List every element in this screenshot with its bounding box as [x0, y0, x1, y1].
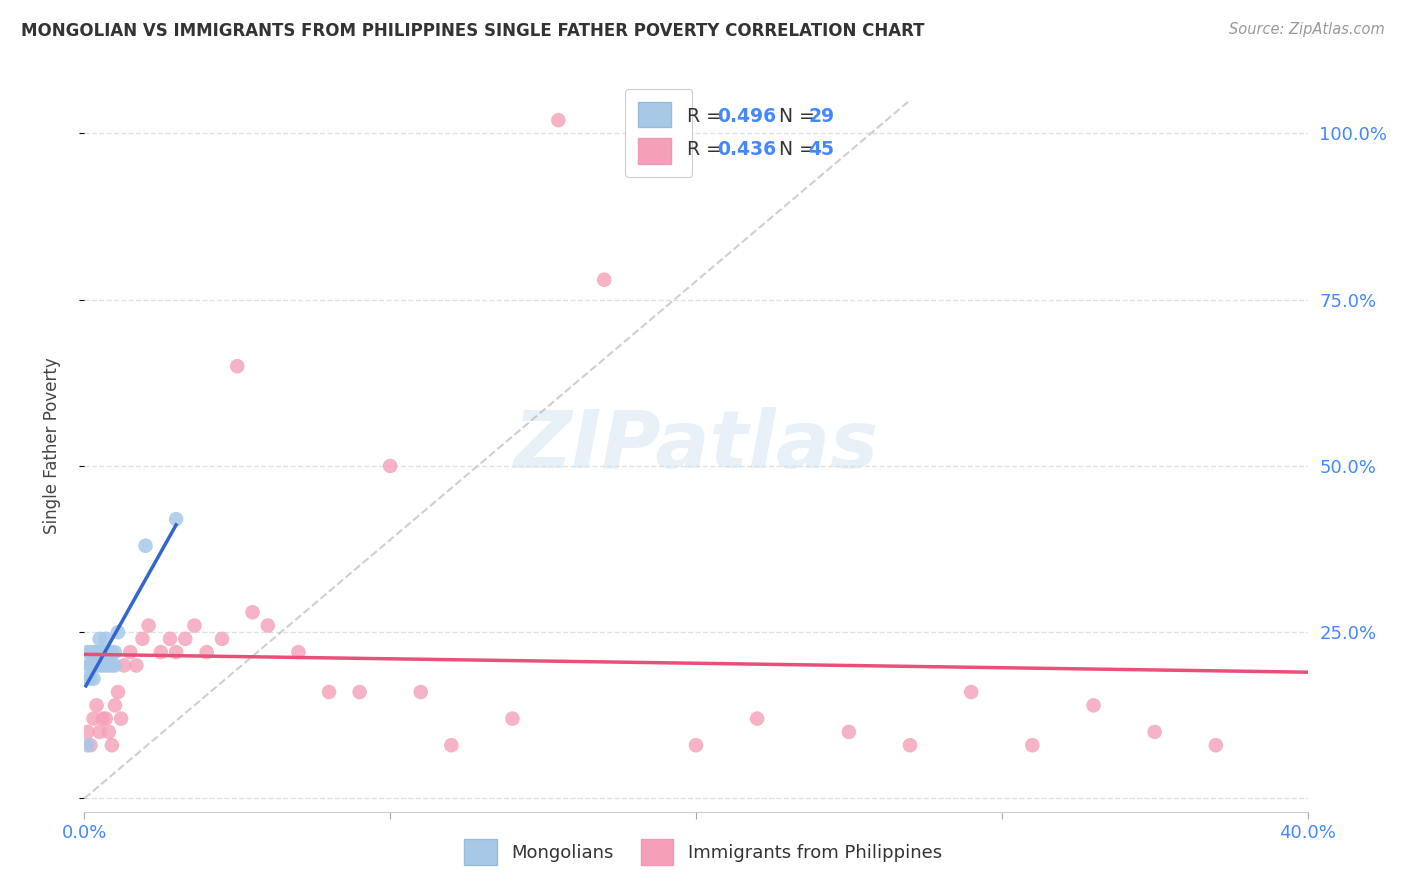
- Point: [120, 645, 142, 659]
- Text: ZIPatlas: ZIPatlas: [513, 407, 879, 485]
- Point: [165, 512, 187, 526]
- Point: [287, 645, 309, 659]
- Point: [257, 618, 280, 632]
- Point: [104, 698, 127, 713]
- Point: [898, 738, 921, 752]
- Point: [318, 685, 340, 699]
- Point: [242, 605, 264, 619]
- Point: [131, 632, 153, 646]
- Point: [83, 672, 105, 686]
- Point: [94, 645, 117, 659]
- Point: [97, 645, 120, 659]
- Point: [76, 738, 98, 752]
- Text: MONGOLIAN VS IMMIGRANTS FROM PHILIPPINES SINGLE FATHER POVERTY CORRELATION CHART: MONGOLIAN VS IMMIGRANTS FROM PHILIPPINES…: [21, 22, 925, 40]
- Point: [86, 658, 108, 673]
- Point: [89, 725, 111, 739]
- Point: [86, 698, 108, 713]
- Point: [107, 685, 129, 699]
- Point: [76, 725, 98, 739]
- Point: [112, 658, 135, 673]
- Point: [1205, 738, 1227, 752]
- Point: [1083, 698, 1105, 713]
- Point: [1143, 725, 1166, 739]
- Point: [83, 712, 105, 726]
- Point: [94, 712, 117, 726]
- Point: [747, 712, 769, 726]
- Point: [83, 658, 105, 673]
- Text: N =: N =: [779, 107, 821, 127]
- Point: [79, 672, 101, 686]
- Point: [97, 658, 120, 673]
- Text: R =: R =: [688, 140, 728, 160]
- Legend: , : ,: [626, 89, 692, 177]
- Point: [593, 273, 616, 287]
- Point: [183, 618, 205, 632]
- Point: [94, 658, 117, 673]
- Point: [1021, 738, 1043, 752]
- Point: [195, 645, 218, 659]
- Point: [838, 725, 860, 739]
- Point: [547, 113, 569, 128]
- Point: [91, 645, 114, 659]
- Point: [83, 645, 105, 659]
- Point: [101, 658, 124, 673]
- Point: [409, 685, 432, 699]
- Point: [86, 645, 108, 659]
- Point: [104, 658, 127, 673]
- Text: 45: 45: [808, 140, 835, 160]
- Y-axis label: Single Father Poverty: Single Father Poverty: [42, 358, 60, 534]
- Point: [159, 632, 181, 646]
- Point: [77, 658, 100, 673]
- Point: [101, 645, 124, 659]
- Point: [79, 658, 101, 673]
- Point: [960, 685, 983, 699]
- Point: [165, 645, 187, 659]
- Point: [110, 712, 132, 726]
- Point: [380, 458, 402, 473]
- Point: [107, 625, 129, 640]
- Point: [685, 738, 707, 752]
- Point: [226, 359, 249, 374]
- Point: [349, 685, 371, 699]
- Point: [135, 539, 157, 553]
- Point: [76, 645, 98, 659]
- Point: [91, 712, 114, 726]
- Legend: Mongolians, Immigrants from Philippines: Mongolians, Immigrants from Philippines: [456, 830, 950, 874]
- Text: Source: ZipAtlas.com: Source: ZipAtlas.com: [1229, 22, 1385, 37]
- Point: [502, 712, 524, 726]
- Text: R =: R =: [688, 107, 728, 127]
- Point: [97, 725, 120, 739]
- Text: 0.496: 0.496: [717, 107, 776, 127]
- Point: [89, 658, 111, 673]
- Point: [211, 632, 233, 646]
- Point: [79, 645, 101, 659]
- Point: [79, 738, 101, 752]
- Point: [75, 672, 97, 686]
- Point: [101, 738, 124, 752]
- Text: 0.436: 0.436: [717, 140, 776, 160]
- Text: N =: N =: [779, 140, 821, 160]
- Point: [104, 645, 127, 659]
- Point: [89, 645, 111, 659]
- Point: [125, 658, 148, 673]
- Point: [138, 618, 160, 632]
- Point: [91, 658, 114, 673]
- Point: [89, 632, 111, 646]
- Point: [149, 645, 172, 659]
- Point: [440, 738, 463, 752]
- Text: 29: 29: [808, 107, 835, 127]
- Point: [94, 632, 117, 646]
- Point: [174, 632, 197, 646]
